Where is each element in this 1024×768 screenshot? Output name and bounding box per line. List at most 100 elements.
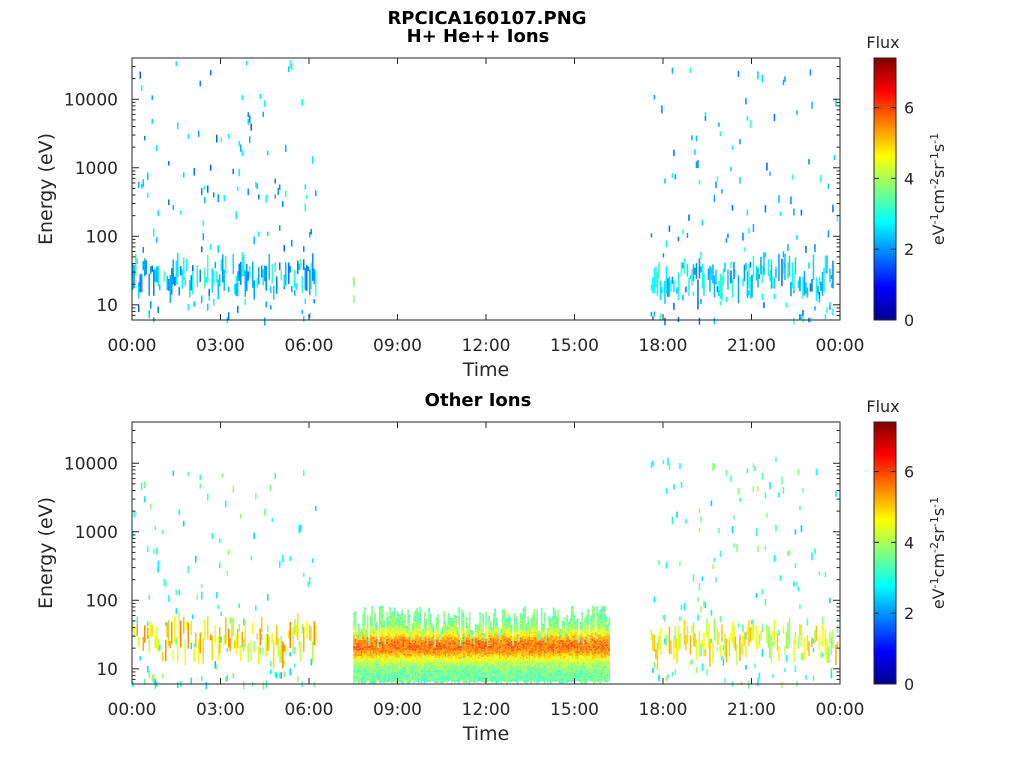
flux-pixel bbox=[492, 651, 495, 654]
flux-pixel bbox=[503, 611, 505, 614]
flux-pixel bbox=[360, 659, 363, 662]
flux-pixel bbox=[495, 631, 498, 635]
flux-pixel bbox=[411, 678, 414, 681]
flux-pixel bbox=[582, 659, 585, 662]
flux-pixel bbox=[423, 647, 426, 651]
flux-pixel bbox=[521, 658, 523, 662]
flux-pixel bbox=[435, 675, 438, 678]
flux-pixel bbox=[715, 269, 717, 285]
flux-pixel bbox=[582, 670, 585, 673]
flux-pixel bbox=[443, 652, 445, 655]
flux-pixel bbox=[570, 680, 573, 683]
flux-pixel bbox=[359, 661, 361, 665]
flux-pixel bbox=[387, 632, 390, 636]
flux-pixel bbox=[455, 662, 457, 665]
flux-pixel bbox=[509, 672, 511, 675]
flux-pixel bbox=[489, 665, 492, 668]
flux-pixel bbox=[393, 615, 396, 619]
flux-pixel bbox=[540, 679, 543, 682]
flux-pixel bbox=[563, 644, 565, 648]
flux-pixel bbox=[569, 670, 571, 673]
flux-pixel bbox=[423, 658, 426, 662]
flux-pixel bbox=[587, 617, 589, 621]
flux-pixel bbox=[584, 625, 586, 629]
flux-pixel bbox=[410, 651, 412, 654]
flux-pixel bbox=[573, 617, 576, 621]
flux-pixel bbox=[492, 670, 495, 673]
y-tick-label: 10000 bbox=[64, 90, 118, 110]
flux-pixel bbox=[600, 657, 603, 661]
flux-pixel bbox=[467, 672, 469, 676]
flux-pixel bbox=[576, 673, 579, 676]
flux-pixel bbox=[449, 623, 451, 626]
flux-pixel bbox=[354, 652, 357, 655]
flux-pixel bbox=[381, 611, 384, 614]
flux-pixel bbox=[591, 652, 594, 655]
flux-pixel bbox=[488, 624, 490, 627]
flux-pixel bbox=[381, 655, 384, 658]
flux-pixel bbox=[599, 653, 601, 656]
flux-pixel bbox=[216, 271, 218, 283]
flux-pixel bbox=[606, 652, 609, 655]
flux-pixel bbox=[456, 657, 459, 661]
flux-pixel bbox=[380, 658, 382, 661]
flux-pixel bbox=[378, 633, 381, 637]
flux-pixel bbox=[399, 636, 402, 639]
flux-pixel bbox=[446, 642, 448, 645]
flux-pixel bbox=[497, 652, 499, 655]
flux-pixel bbox=[760, 256, 762, 275]
flux-pixel bbox=[356, 656, 358, 660]
flux-pixel bbox=[402, 630, 405, 634]
flux-pixel bbox=[250, 555, 252, 561]
flux-pixel bbox=[599, 634, 601, 637]
flux-pixel bbox=[444, 645, 447, 649]
flux-pixel bbox=[506, 672, 508, 676]
flux-pixel bbox=[543, 615, 546, 618]
flux-pixel bbox=[500, 661, 502, 665]
flux-pixel bbox=[294, 663, 296, 668]
flux-pixel bbox=[573, 661, 576, 665]
flux-pixel bbox=[581, 637, 583, 640]
flux-pixel bbox=[441, 634, 444, 637]
flux-pixel bbox=[371, 644, 373, 648]
flux-pixel bbox=[495, 642, 498, 646]
flux-pixel bbox=[375, 649, 378, 653]
flux-pixel bbox=[531, 617, 534, 621]
flux-pixel bbox=[519, 626, 522, 630]
flux-pixel bbox=[815, 277, 818, 302]
flux-pixel bbox=[572, 654, 574, 658]
flux-pixel bbox=[494, 633, 496, 636]
flux-pixel bbox=[366, 650, 369, 654]
flux-pixel bbox=[733, 543, 735, 548]
flux-pixel bbox=[419, 639, 421, 643]
flux-pixel bbox=[557, 634, 559, 637]
flux-pixel bbox=[784, 76, 786, 82]
flux-pixel bbox=[417, 666, 420, 670]
flux-pixel bbox=[515, 640, 517, 644]
flux-pixel bbox=[402, 622, 405, 626]
flux-pixel bbox=[363, 672, 366, 676]
flux-pixel bbox=[570, 614, 573, 618]
flux-pixel bbox=[449, 653, 451, 656]
flux-pixel bbox=[549, 670, 552, 673]
flux-pixel bbox=[507, 673, 510, 677]
flux-pixel bbox=[587, 614, 589, 618]
flux-pixel bbox=[374, 637, 376, 640]
flux-pixel bbox=[581, 653, 583, 657]
flux-pixel bbox=[315, 506, 317, 511]
flux-pixel bbox=[470, 676, 472, 680]
flux-pixel bbox=[419, 626, 421, 629]
flux-pixel bbox=[363, 659, 366, 662]
flux-pixel bbox=[516, 659, 519, 662]
flux-pixel bbox=[551, 630, 553, 633]
flux-pixel bbox=[524, 639, 526, 642]
flux-pixel bbox=[525, 673, 528, 676]
flux-pixel bbox=[676, 287, 678, 294]
flux-pixel bbox=[386, 616, 388, 620]
flux-pixel bbox=[503, 652, 505, 655]
flux-pixel bbox=[456, 646, 459, 650]
flux-pixel bbox=[504, 654, 507, 658]
flux-pixel bbox=[157, 306, 159, 314]
flux-pixel bbox=[303, 626, 305, 652]
flux-pixel bbox=[374, 659, 376, 662]
